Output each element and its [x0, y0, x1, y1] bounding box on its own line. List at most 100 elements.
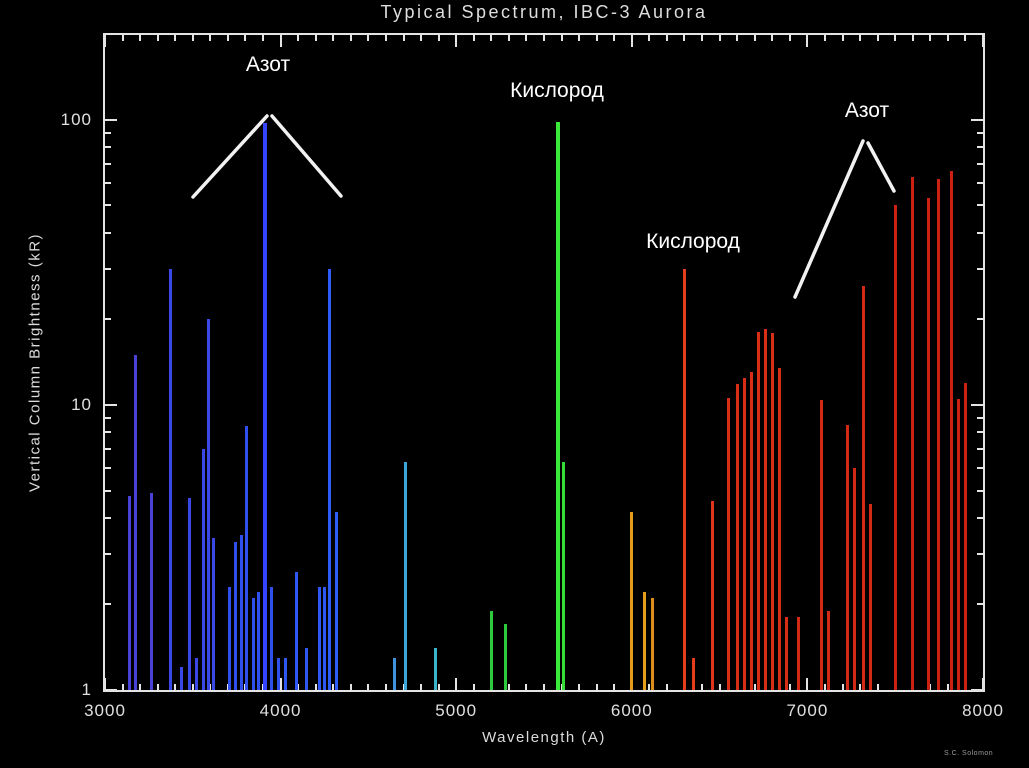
y-tick: [105, 603, 111, 606]
x-tick: [648, 35, 651, 41]
x-tick-label: 6000: [610, 701, 653, 720]
spectral-line: [284, 657, 288, 690]
x-tick: [859, 35, 862, 41]
x-tick: [121, 684, 124, 690]
x-tick: [964, 35, 967, 41]
x-tick: [156, 35, 159, 41]
x-tick: [578, 684, 581, 690]
x-tick: [226, 35, 229, 41]
x-tick: [455, 678, 458, 690]
spectral-line: [936, 178, 940, 690]
x-tick: [226, 684, 229, 690]
x-tick: [174, 684, 177, 690]
y-tick: [105, 131, 111, 134]
spectral-line: [726, 397, 730, 690]
spectral-line: [797, 617, 801, 690]
spectral-line: [749, 372, 753, 690]
x-tick: [349, 35, 352, 41]
x-tick: [841, 35, 844, 41]
y-tick: [105, 489, 111, 492]
x-tick: [982, 35, 984, 47]
y-tick: [977, 517, 983, 520]
spectral-line: [244, 426, 248, 690]
spectral-line: [763, 328, 767, 690]
y-tick: [977, 232, 983, 235]
spectral-line: [770, 333, 774, 690]
y-tick: [977, 552, 983, 555]
x-tick: [402, 35, 405, 41]
x-tick-label: 5000: [435, 701, 478, 720]
spectral-line: [777, 367, 781, 690]
spectral-line: [853, 468, 857, 690]
x-tick: [946, 35, 949, 41]
spectral-line: [393, 657, 397, 690]
x-tick-label: 4000: [259, 701, 302, 720]
y-tick: [977, 467, 983, 470]
x-tick: [384, 35, 387, 41]
y-tick: [105, 204, 111, 207]
x-tick: [420, 35, 423, 41]
spectral-line: [893, 205, 897, 690]
y-tick: [977, 603, 983, 606]
spectral-line: [239, 534, 243, 690]
credit-text: S.C. Solomon: [944, 750, 994, 757]
spectral-line: [228, 586, 232, 690]
spectral-line: [756, 332, 760, 690]
x-tick: [420, 684, 423, 690]
x-tick: [982, 678, 984, 690]
x-tick: [490, 35, 493, 41]
x-tick: [665, 684, 668, 690]
x-tick: [384, 684, 387, 690]
x-tick: [332, 35, 335, 41]
spectral-line: [846, 424, 850, 690]
x-tick: [648, 684, 651, 690]
y-tick: [971, 403, 983, 406]
x-tick: [191, 35, 194, 41]
x-tick: [876, 684, 879, 690]
x-tick-label: 8000: [962, 701, 1004, 720]
y-tick: [977, 317, 983, 320]
spectral-line: [682, 268, 686, 690]
x-tick: [578, 35, 581, 41]
x-tick: [823, 684, 826, 690]
spectral-line: [305, 648, 309, 690]
x-tick: [262, 684, 265, 690]
x-tick: [718, 35, 721, 41]
spectral-line: [742, 378, 746, 690]
x-tick: [209, 684, 212, 690]
spectral-line: [489, 610, 493, 690]
spectral-line: [963, 383, 967, 690]
x-tick: [894, 35, 897, 41]
spectral-line: [270, 586, 274, 690]
x-tick: [472, 35, 475, 41]
x-tick: [701, 35, 704, 41]
annotation-nitrogen-left: Азот: [245, 53, 291, 76]
spectral-line: [134, 354, 138, 690]
x-tick: [367, 684, 370, 690]
spectral-line: [433, 648, 437, 690]
x-tick: [191, 684, 194, 690]
spectral-line: [711, 500, 715, 690]
x-tick: [911, 35, 914, 41]
spectral-line: [503, 624, 507, 690]
y-tick: [977, 181, 983, 184]
x-tick: [437, 684, 440, 690]
x-tick: [367, 35, 370, 41]
y-tick: [105, 552, 111, 555]
spectral-line: [927, 198, 931, 690]
y-tick: [977, 131, 983, 134]
y-tick: [105, 403, 117, 406]
spectral-line: [555, 122, 560, 690]
x-tick: [823, 35, 826, 41]
x-tick: [753, 684, 756, 690]
spectral-line: [949, 171, 953, 690]
y-tick: [105, 447, 111, 450]
spectral-line: [630, 512, 634, 690]
x-tick: [876, 35, 879, 41]
y-tick: [105, 146, 111, 149]
spectral-line: [257, 592, 261, 690]
spectral-line: [202, 448, 206, 690]
spectral-line: [327, 268, 331, 690]
plot-area: [103, 33, 985, 692]
